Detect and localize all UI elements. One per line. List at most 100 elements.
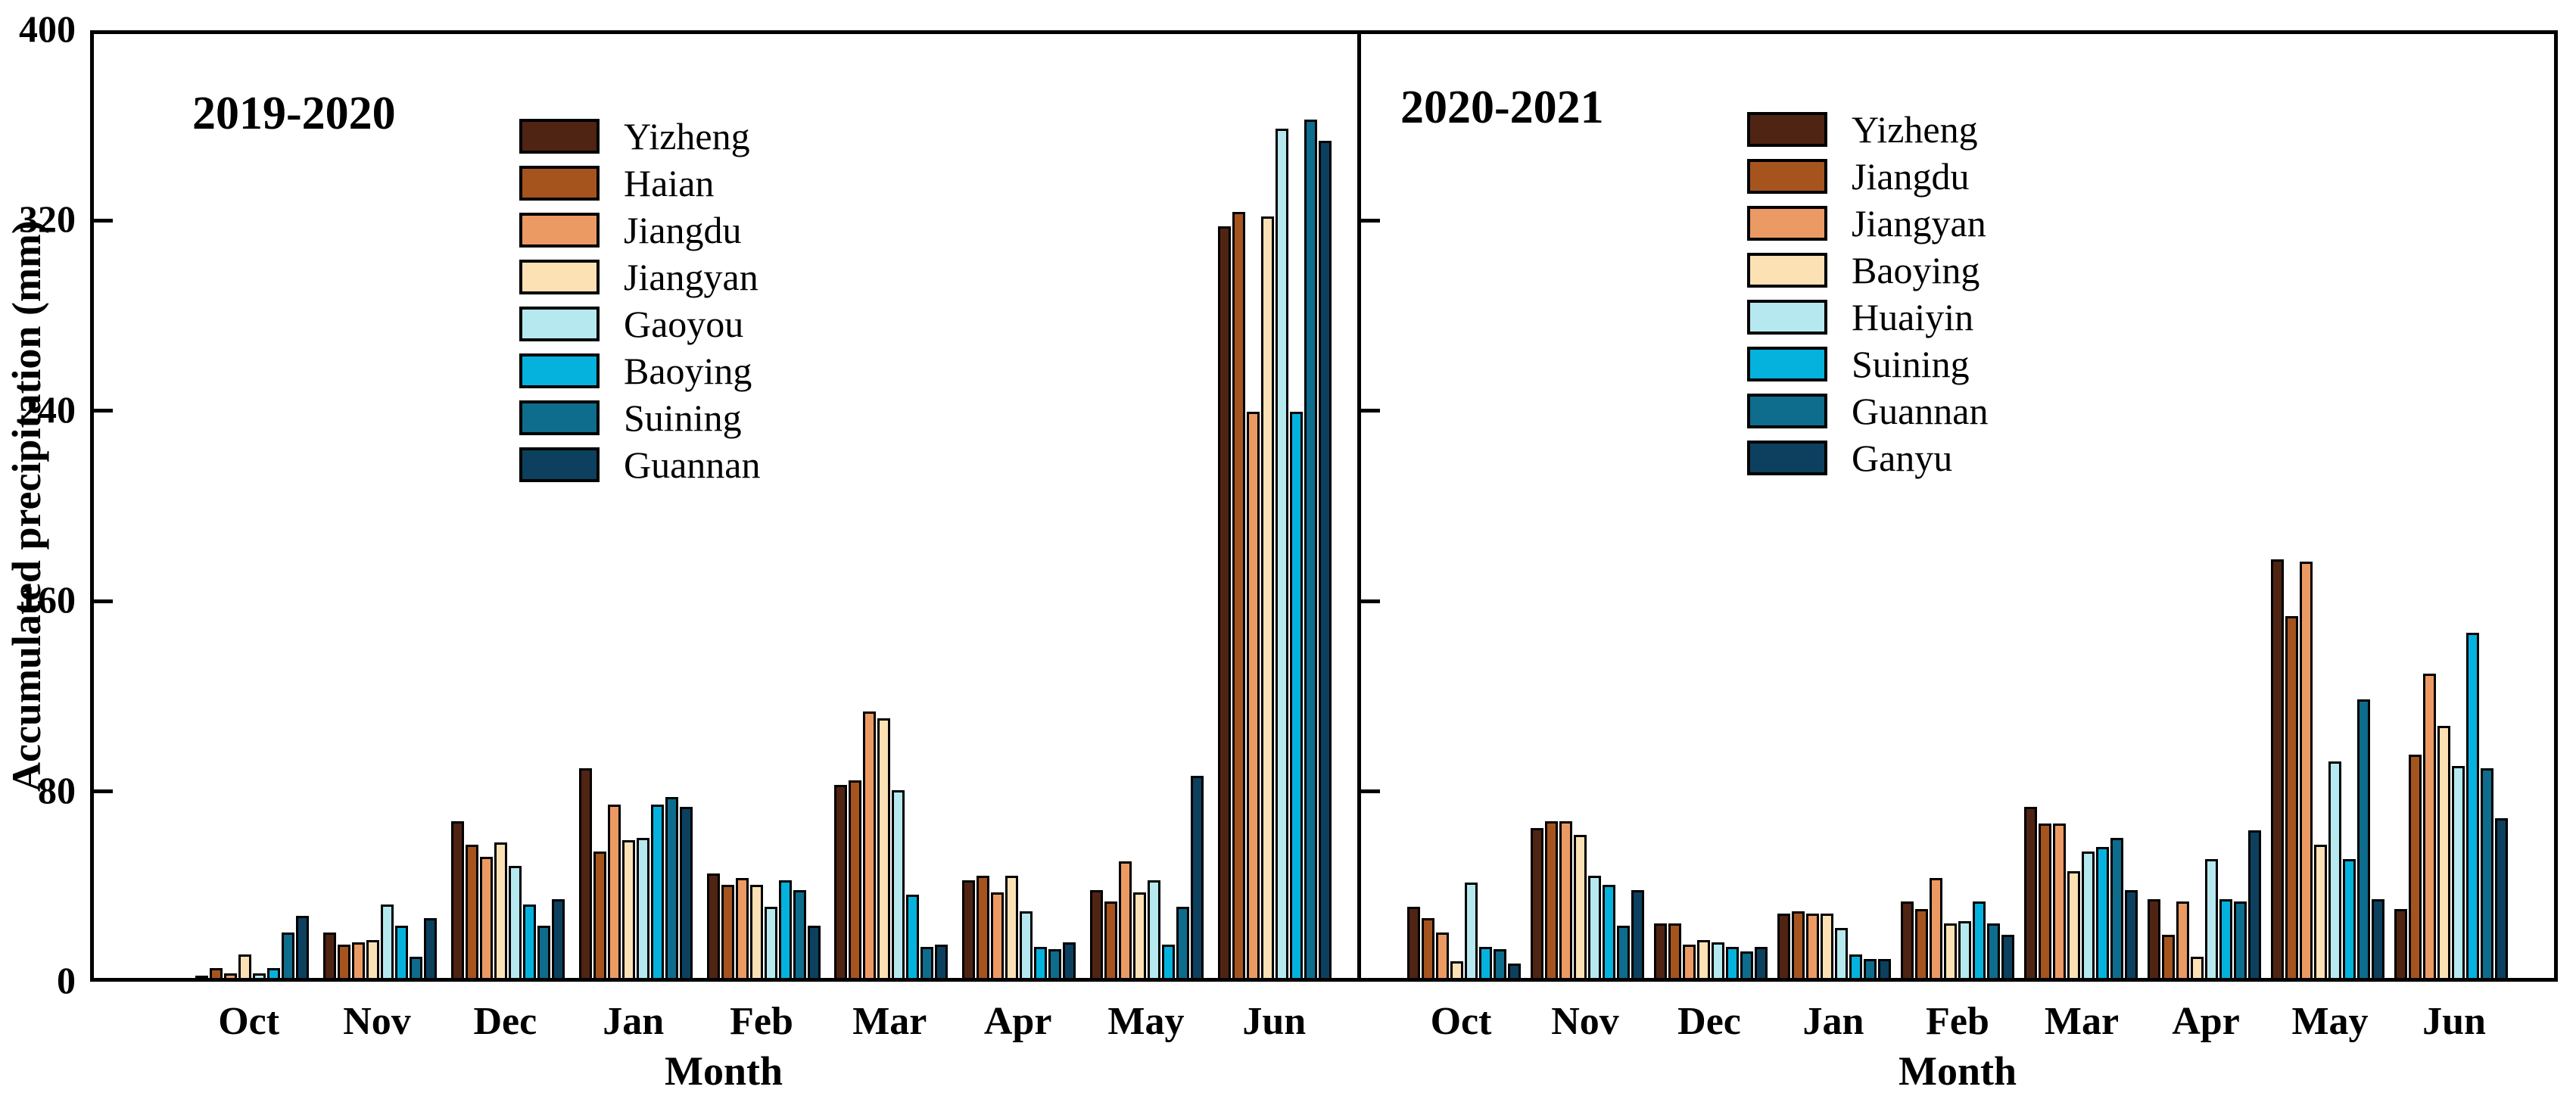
month-label-feb: Feb (730, 1000, 793, 1043)
bar-haian-may (1104, 901, 1117, 978)
bar-suining-jan (665, 797, 678, 978)
month-label-jun: Jun (2422, 1000, 2486, 1043)
bar-suining-dec (1726, 947, 1740, 978)
month-label-mar: Mar (2044, 1000, 2120, 1043)
bar-haian-feb (721, 885, 734, 978)
bar-group-apr (955, 34, 1083, 978)
y-tick-label-320: 320 (19, 198, 76, 241)
bar-jiangyan-nov (1559, 820, 1573, 978)
bar-baoying-jan (1821, 914, 1834, 978)
bar-jiangdu-nov (352, 942, 366, 978)
legend-swatch-jiangdu (1747, 159, 1827, 194)
bar-baoying-mar (2067, 870, 2080, 978)
legend-swatch-gaoyou (519, 307, 600, 341)
bar-guannan-dec (551, 899, 565, 978)
bar-ganyu-feb (2001, 935, 2014, 978)
bar-jiangyan-nov (366, 939, 380, 978)
bar-baoying-dec (522, 904, 536, 978)
legend-label-yizheng: Yizheng (624, 115, 750, 157)
bar-ganyu-jun (2494, 818, 2508, 978)
bar-jiangdu-jan (607, 804, 621, 978)
y-tick-label-80: 80 (38, 768, 76, 811)
bar-suining-feb (1973, 901, 1986, 978)
bar-suining-dec (537, 925, 550, 978)
bar-suining-apr (1048, 949, 1062, 978)
month-label-jun: Jun (1242, 1000, 1307, 1043)
legend-item-yizheng: Yizheng (1747, 108, 1989, 151)
bar-haian-dec (465, 845, 478, 978)
bar-baoying-dec (1697, 939, 1711, 978)
bar-gaoyou-jun (1275, 129, 1288, 978)
month-label-feb: Feb (1926, 1000, 1989, 1043)
y-tick-mark-320 (1361, 218, 1380, 223)
legend-swatch-huaiyin (1747, 300, 1827, 335)
x-axis-title-right: Month (1898, 1048, 2017, 1094)
bars-area-left (94, 34, 1357, 978)
panel-2020-2021: 2020-2021 Yizheng Jiangdu Jiangyan Baoying H… (1357, 30, 2558, 982)
y-tick-label-400: 400 (19, 8, 76, 50)
bar-group-dec (444, 34, 572, 978)
bar-baoying-jun (2437, 725, 2450, 978)
month-label-oct: Oct (218, 1000, 280, 1043)
bar-jiangdu-may (2285, 616, 2298, 978)
legend-item-baoying: Baoying (519, 352, 761, 390)
bar-baoying-mar (906, 895, 920, 978)
bar-suining-nov (410, 956, 423, 978)
bar-baoying-oct (267, 968, 281, 978)
legend-item-haian: Haian (519, 164, 761, 202)
bar-guannan-nov (424, 918, 438, 978)
bar-guannan-dec (1740, 951, 1754, 978)
bar-ganyu-apr (2247, 830, 2261, 978)
bar-yizheng-nov (1531, 828, 1544, 978)
legend-label-huaiyin: Huaiyin (1852, 296, 1974, 338)
bar-yizheng-mar (834, 785, 848, 978)
legend-swatch-jiangyan (519, 260, 600, 294)
bar-jiangdu-nov (1545, 820, 1559, 978)
bars-area-right (1361, 34, 2554, 978)
legend-item-jiangdu: Jiangdu (519, 211, 761, 249)
bar-group-jan (572, 34, 699, 978)
month-label-mar: Mar (852, 1000, 927, 1043)
bar-group-mar (2019, 34, 2142, 978)
legend-label-jiangdu: Jiangdu (1852, 155, 1970, 198)
legend-label-guannan: Guannan (1852, 390, 1989, 432)
bar-haian-jan (593, 852, 606, 978)
bar-baoying-jun (1289, 412, 1303, 978)
bar-yizheng-apr (2147, 899, 2160, 978)
legend-right: Yizheng Jiangdu Jiangyan Baoying Huaiyin Suin… (1747, 108, 1989, 487)
bar-jiangyan-may (2299, 562, 2313, 978)
bar-haian-jun (1232, 212, 1245, 978)
legend-label-baoying: Baoying (1852, 249, 1980, 291)
bar-yizheng-may (2270, 559, 2284, 978)
legend-label-yizheng: Yizheng (1852, 108, 1978, 151)
bar-guannan-may (1190, 775, 1204, 978)
bar-group-may (2266, 34, 2389, 978)
bar-suining-nov (1603, 885, 1616, 978)
bar-jiangyan-may (1132, 892, 1146, 978)
bar-guannan-apr (2233, 901, 2247, 978)
bar-baoying-apr (2190, 956, 2204, 978)
bar-ganyu-mar (2124, 889, 2138, 978)
legend-item-jiangyan: Jiangyan (519, 258, 761, 296)
bar-huaiyin-apr (2204, 858, 2218, 978)
y-tick-mark-160 (94, 599, 113, 603)
legend-swatch-guannan (1747, 394, 1827, 428)
bar-group-feb (1896, 34, 2020, 978)
bar-suining-may (1176, 906, 1189, 978)
bar-gaoyou-oct (253, 973, 266, 978)
bar-baoying-feb (778, 880, 792, 978)
bar-guannan-nov (1617, 925, 1631, 978)
bar-haian-oct (210, 968, 223, 978)
bar-jiangyan-jan (621, 839, 635, 978)
bar-group-mar (827, 34, 955, 978)
bar-huaiyin-oct (1465, 883, 1478, 978)
legend-label-suining: Suining (1852, 343, 1970, 385)
bar-yizheng-dec (450, 820, 464, 978)
bar-suining-may (2342, 858, 2356, 978)
bar-group-nov (316, 34, 444, 978)
bar-yizheng-may (1089, 889, 1103, 978)
bar-ganyu-may (2371, 899, 2384, 978)
month-label-dec: Dec (473, 1000, 537, 1043)
legend-label-suining: Suining (624, 397, 742, 439)
